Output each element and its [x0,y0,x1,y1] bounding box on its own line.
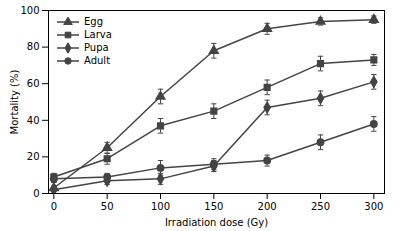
svg-text:200: 200 [258,201,277,212]
svg-text:50: 50 [101,201,114,212]
svg-text:80: 80 [27,41,40,52]
svg-text:0: 0 [33,188,39,199]
svg-text:100: 100 [151,201,170,212]
html-text:Egg: Egg [84,16,103,27]
html-text:Pupa: Pupa [84,42,109,53]
svg-text:20: 20 [27,151,40,162]
html-text:Larva: Larva [84,29,112,40]
svg-text:300: 300 [364,201,383,212]
svg-text:60: 60 [27,78,40,89]
svg-text:40: 40 [27,115,40,126]
svg-text:100: 100 [20,5,39,16]
svg-text:Mortality (%): Mortality (%) [9,70,20,135]
svg-text:Irradiation dose (Gy): Irradiation dose (Gy) [165,217,268,228]
svg-text:150: 150 [204,201,223,212]
html-text:Adult: Adult [84,55,111,66]
svg-text:250: 250 [311,201,330,212]
svg-text:0: 0 [51,201,57,212]
